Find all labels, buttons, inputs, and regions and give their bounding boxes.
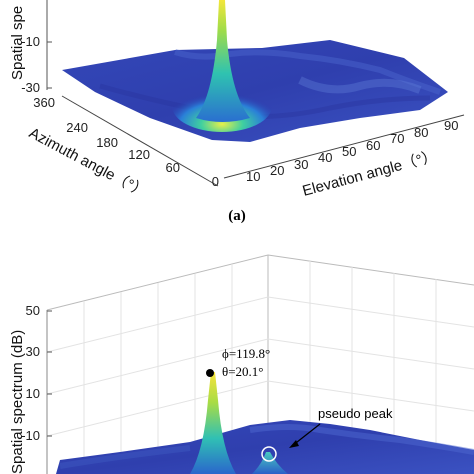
panel-b-z-label: Spatial spectrum (dB) (9, 330, 26, 474)
panel-a-z-tick: -10 (21, 34, 40, 49)
panel-a-azimuth-tick: 120 (128, 147, 150, 162)
panel-b-pseudo-peak (252, 452, 288, 474)
panel-a-elevation-tick: 50 (342, 144, 356, 159)
panel-b-z-tick: 50 (26, 303, 40, 318)
panel-a-azimuth-tick: 360 (33, 95, 55, 110)
panel-a-z-label: Spatial spe (9, 6, 26, 80)
panel-b-phi-annotation: ϕ=119.8° (222, 346, 270, 361)
panel-a-elevation-tick: 60 (366, 138, 380, 153)
panel-b-peak-marker (206, 369, 214, 377)
panel-b-surface (56, 420, 474, 474)
panel-a: -10 -30 Spatial spe 360 240 180 120 60 0… (9, 0, 465, 224)
panel-a-label: (a) (228, 208, 246, 224)
panel-a-elevation-tick: 80 (414, 125, 428, 140)
panel-b-peak (190, 372, 236, 474)
panel-a-elevation-tick: 10 (246, 169, 260, 184)
panel-b-z-tick: 10 (26, 386, 40, 401)
panel-a-azimuth-tick: 0 (212, 174, 219, 189)
panel-a-elevation-axis (223, 114, 465, 179)
panel-a-peak (196, 0, 250, 122)
panel-a-elevation-tick: 70 (390, 131, 404, 146)
panel-a-elevation-tick: 30 (294, 157, 308, 172)
panel-a-elevation-tick: 40 (318, 150, 332, 165)
panel-a-azimuth-axis (61, 95, 219, 187)
panel-b-z-tick: 30 (26, 344, 40, 359)
panel-b-z-tick: -10 (21, 428, 40, 443)
panel-a-azimuth-tick: 240 (66, 120, 88, 135)
panel-b: 50 30 10 -10 Spatial spectrum (dB) ϕ=119… (9, 254, 474, 474)
panel-a-elevation-tick: 20 (270, 163, 284, 178)
panel-a-azimuth-tick: 60 (166, 160, 180, 175)
panel-b-pseudo-peak-label: pseudo peak (318, 406, 393, 421)
panel-b-pseudo-peak-marker (261, 446, 277, 462)
panel-a-z-tick: -30 (21, 80, 40, 95)
panel-a-azimuth-tick: 180 (96, 135, 118, 150)
panel-b-theta-annotation: θ=20.1° (222, 364, 264, 379)
panel-a-elevation-tick: 90 (444, 118, 458, 133)
